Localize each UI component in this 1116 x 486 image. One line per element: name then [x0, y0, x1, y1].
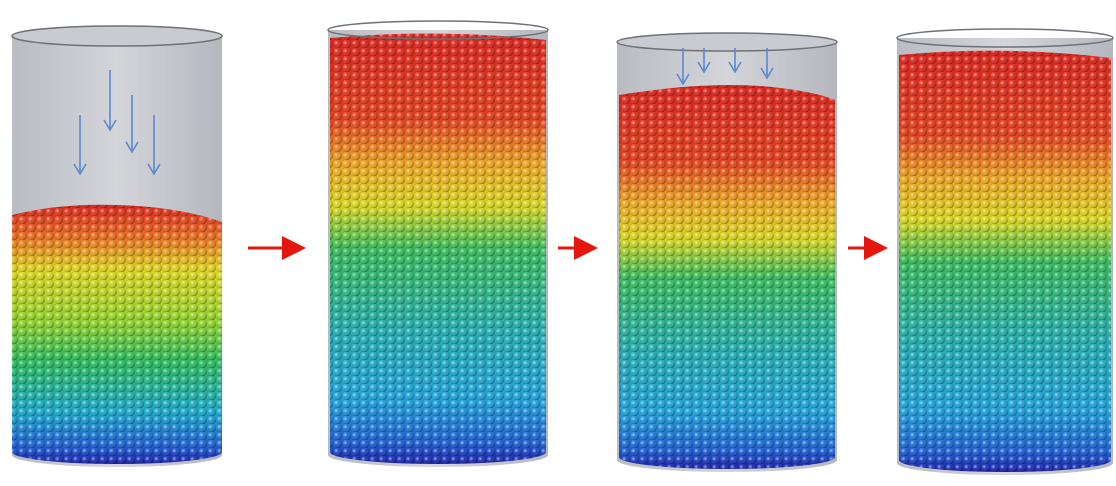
illustration	[0, 0, 1116, 486]
cylinder	[12, 26, 222, 467]
particle-texture	[619, 85, 835, 469]
particle-texture	[12, 205, 222, 464]
cylinder	[328, 21, 548, 467]
particle-texture	[330, 33, 546, 464]
particle-texture	[899, 51, 1111, 472]
cylinder	[897, 29, 1113, 475]
page	[0, 0, 1116, 486]
cylinder	[617, 33, 837, 472]
cylinder-top	[617, 33, 837, 51]
cylinder-top	[12, 26, 222, 46]
